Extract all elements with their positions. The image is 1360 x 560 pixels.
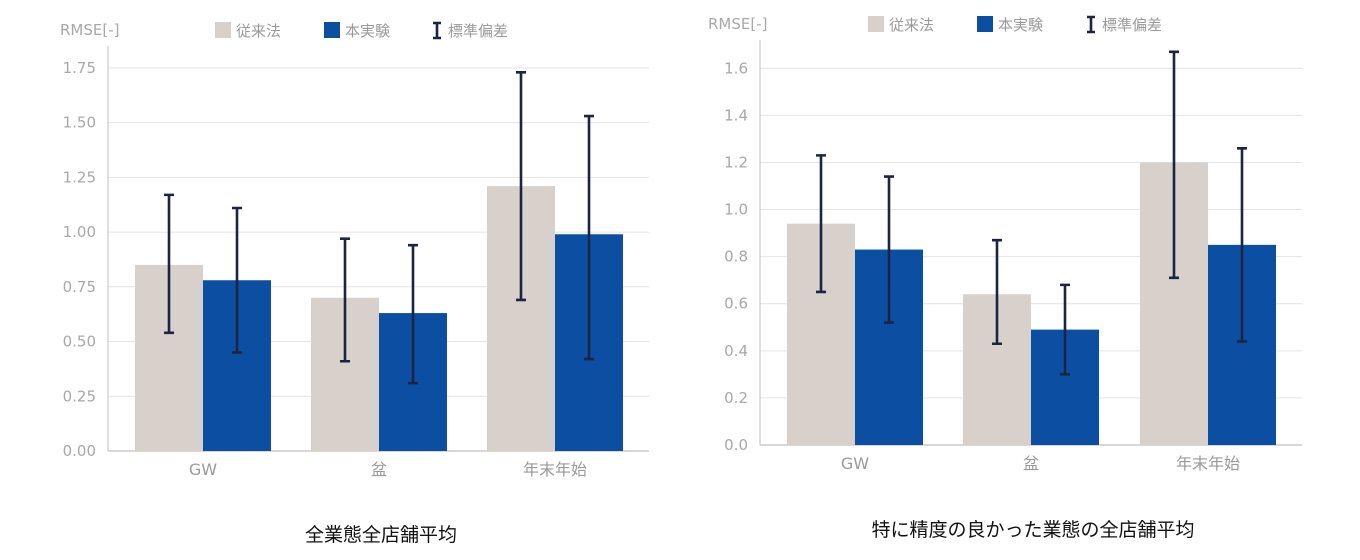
chart-caption: 全業態全店舗平均: [305, 524, 457, 546]
y-tick-label: 1.6: [724, 59, 748, 77]
error-bar-conventional: [1169, 50, 1179, 280]
x-category-label: 盆: [371, 460, 387, 479]
y-tick-label: 1.00: [63, 223, 96, 241]
error-bar-conventional: [164, 193, 174, 335]
y-tick-label: 0.8: [724, 248, 748, 266]
legend-swatch-conventional: [868, 16, 884, 32]
chart-caption: 特に精度の良かった業態の全店舗平均: [871, 519, 1194, 541]
error-bar-experiment: [1237, 147, 1247, 343]
legend-swatch-experiment: [324, 22, 340, 38]
y-tick-label: 0.4: [724, 342, 748, 360]
error-bar-experiment: [1060, 283, 1070, 376]
legend-swatch-experiment: [977, 16, 993, 32]
error-bar-experiment: [232, 206, 242, 354]
x-category-label: 盆: [1023, 454, 1039, 473]
legend-label-std-dev: 標準偏差: [1102, 16, 1162, 34]
y-tick-label: 0.0: [724, 436, 748, 454]
legend-label-experiment: 本実験: [998, 16, 1043, 34]
error-bar-experiment: [584, 114, 594, 361]
y-tick-label: 1.50: [63, 114, 96, 132]
x-category-label: 年末年始: [523, 460, 587, 479]
legend-label-conventional: 従来法: [889, 16, 934, 34]
x-category-label: 年末年始: [1176, 454, 1240, 473]
error-bar-experiment: [884, 175, 894, 324]
y-tick-label: 0.2: [724, 389, 748, 407]
y-tick-label: 0.75: [63, 278, 96, 296]
y-tick-label: 1.0: [724, 201, 748, 219]
x-category-label: GW: [189, 460, 217, 479]
y-tick-label: 0.25: [63, 387, 96, 405]
y-tick-label: 1.2: [724, 153, 748, 171]
y-tick-label: 1.25: [63, 168, 96, 186]
error-bar-conventional: [992, 238, 1002, 346]
error-bar-conventional: [516, 70, 526, 302]
legend-label-conventional: 従来法: [236, 22, 281, 40]
error-bar-experiment: [408, 243, 418, 385]
y-axis-label: RMSE[-]: [708, 15, 767, 33]
legend-label-std-dev: 標準偏差: [448, 22, 508, 40]
error-bar-conventional: [816, 154, 826, 294]
legend-errorbar-icon: [1087, 15, 1095, 34]
y-tick-label: 0.50: [63, 333, 96, 351]
legend-label-experiment: 本実験: [345, 22, 390, 40]
y-tick-label: 0.6: [724, 295, 748, 313]
y-axis-label: RMSE[-]: [60, 21, 119, 39]
y-tick-label: 1.75: [63, 59, 96, 77]
x-category-label: GW: [841, 454, 869, 473]
y-tick-label: 1.4: [724, 106, 748, 124]
legend-swatch-conventional: [215, 22, 231, 38]
error-bar-conventional: [340, 237, 350, 363]
y-tick-label: 0.00: [63, 442, 96, 460]
legend-errorbar-icon: [433, 21, 441, 40]
